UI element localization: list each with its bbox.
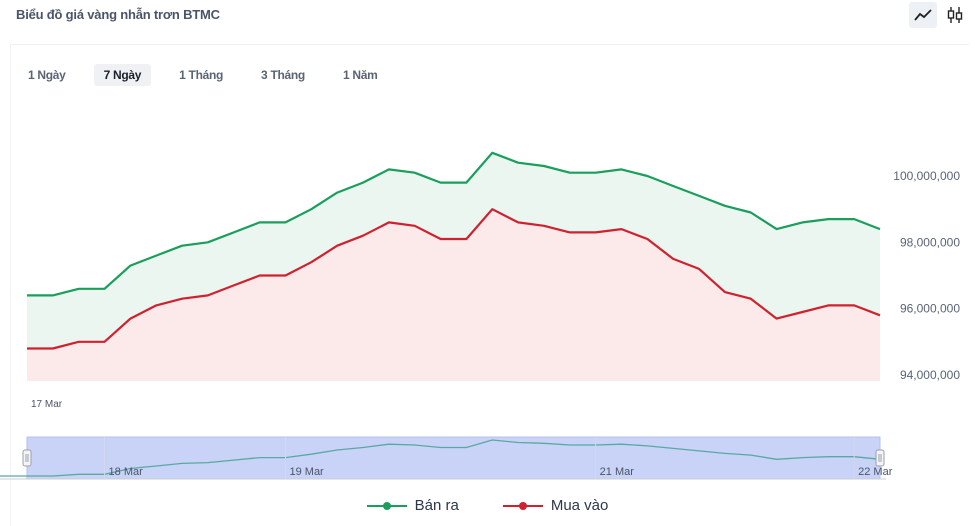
tab-1-year[interactable]: 1 Năm <box>342 68 378 82</box>
line-chart-button[interactable] <box>909 2 937 28</box>
tab-1-day[interactable]: 1 Ngày <box>28 68 66 82</box>
navigator-date-label: 19 Mar <box>289 466 324 478</box>
tab-7-days[interactable]: 7 Ngày <box>93 64 152 86</box>
y-tick-label: 96,000,000 <box>900 302 960 316</box>
line-chart-icon <box>914 9 932 21</box>
candlestick-button[interactable] <box>941 2 969 28</box>
mua-vao-area <box>27 209 880 381</box>
panel-border <box>10 44 11 526</box>
chart-title: Biểu đồ giá vàng nhẫn trơn BTMC <box>16 7 220 22</box>
tab-3-months[interactable]: 3 Tháng <box>261 68 305 82</box>
legend-ban-ra-label: Bán ra <box>414 497 459 514</box>
price-chart: 100,000,000 98,000,000 96,000,000 94,000,00… <box>0 151 960 480</box>
x-tick-label: 17 Mar <box>31 399 63 410</box>
chart-type-toggle <box>909 2 969 28</box>
legend-ban-ra[interactable]: Bán ra <box>366 497 459 514</box>
ban-ra-line <box>27 151 881 297</box>
navigator-date-label: 18 Mar <box>109 466 144 478</box>
tab-1-month[interactable]: 1 Tháng <box>179 68 224 82</box>
y-tick-label: 100,000,000 <box>893 169 960 183</box>
ban-ra-area <box>27 152 880 349</box>
chart-legend: Bán ra Mua vào <box>0 497 975 514</box>
mua-vao-line <box>27 208 881 350</box>
range-tabs: 1 Ngày 7 Ngày 1 Tháng 3 Tháng 1 Năm <box>18 64 405 86</box>
y-tick-label: 94,000,000 <box>900 368 960 382</box>
legend-mua-vao-swatch <box>502 500 543 512</box>
legend-mua-vao-label: Mua vào <box>550 497 609 514</box>
y-tick-label: 98,000,000 <box>900 235 960 249</box>
legend-ban-ra-swatch <box>366 500 407 512</box>
navigator-selection <box>26 436 881 480</box>
legend-mua-vao[interactable]: Mua vào <box>502 497 609 514</box>
navigator-left-handle[interactable] <box>22 449 32 467</box>
navigator-date-label: 22 Mar <box>858 466 893 478</box>
navigator-date-label: 21 Mar <box>600 466 635 478</box>
navigator-series-line <box>0 439 881 477</box>
header-divider <box>10 44 969 45</box>
navigator-right-handle[interactable] <box>875 449 885 467</box>
candlestick-icon <box>947 7 963 23</box>
